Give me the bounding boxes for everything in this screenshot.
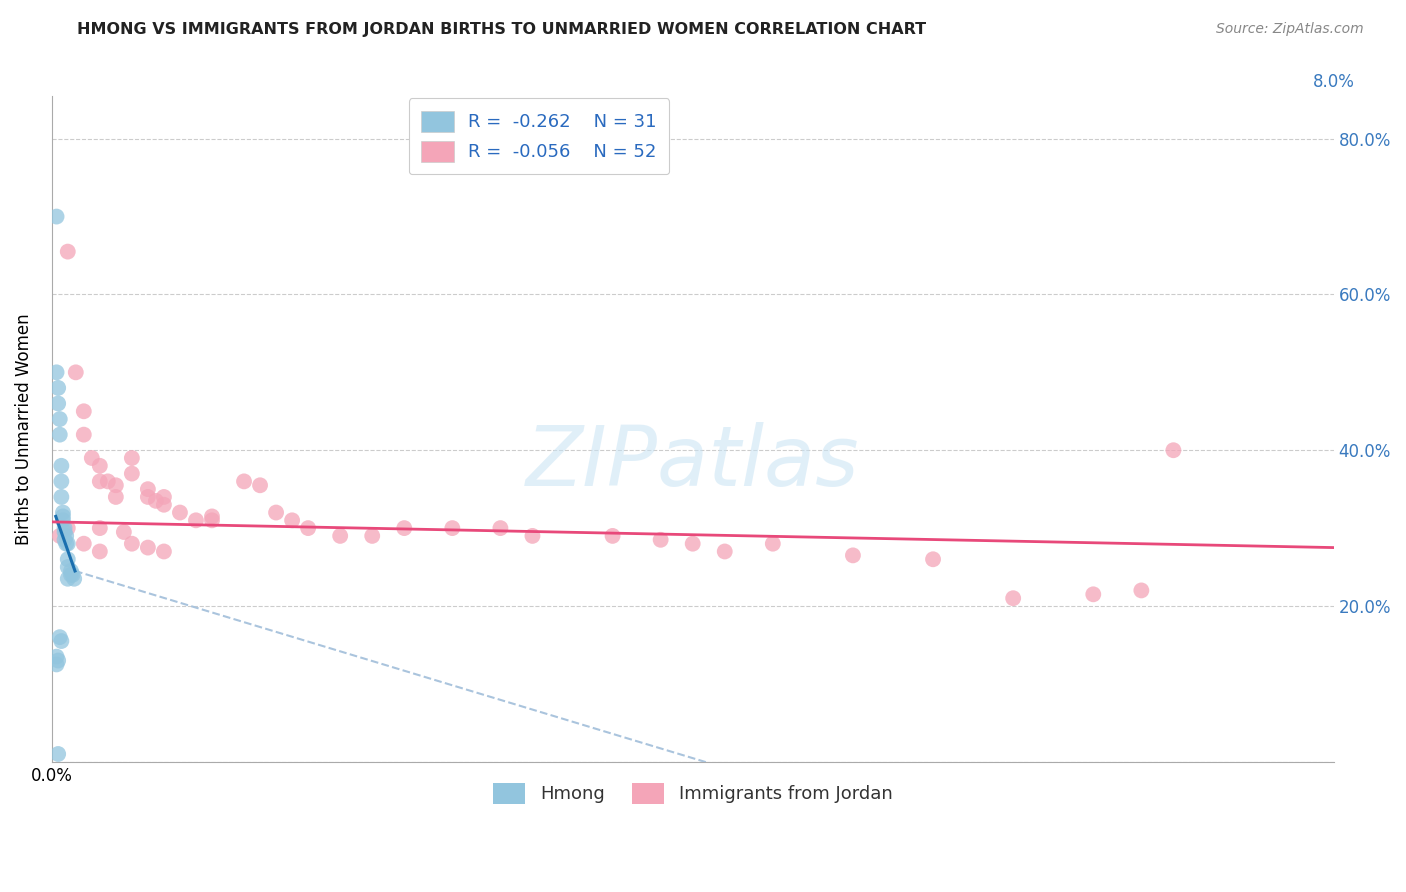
Point [49, 427, 72, 442]
Point [281, 513, 304, 527]
Point [489, 521, 512, 535]
Point [73, 404, 96, 418]
Point [169, 506, 191, 520]
Point [121, 467, 143, 481]
Text: ZIPatlas: ZIPatlas [526, 422, 859, 502]
Point [49, 630, 72, 644]
Point [46, 747, 69, 761]
Y-axis label: Births to Unmarried Women: Births to Unmarried Women [15, 313, 32, 545]
Point [56, 560, 79, 574]
Point [89, 544, 111, 558]
Point [713, 544, 735, 558]
Point [201, 509, 224, 524]
Point [153, 490, 176, 504]
Point [51, 458, 73, 473]
Point [52, 513, 75, 527]
Point [56, 552, 79, 566]
Point [80, 450, 103, 465]
Point [394, 521, 416, 535]
Point [46, 653, 69, 667]
Text: Source: ZipAtlas.com: Source: ZipAtlas.com [1216, 22, 1364, 37]
Point [56, 572, 79, 586]
Point [121, 537, 143, 551]
Point [65, 365, 87, 379]
Point [51, 475, 73, 489]
Point [46, 396, 69, 410]
Point [73, 537, 96, 551]
Point [329, 529, 352, 543]
Point [602, 529, 624, 543]
Point [49, 412, 72, 426]
Point [56, 521, 79, 535]
Point [45, 365, 67, 379]
Point [201, 513, 224, 527]
Point [136, 541, 159, 555]
Point [56, 244, 79, 259]
Point [522, 529, 544, 543]
Point [1002, 591, 1025, 606]
Point [52, 506, 75, 520]
Point [52, 509, 75, 524]
Point [249, 478, 271, 492]
Point [45, 649, 67, 664]
Point [89, 475, 111, 489]
Point [922, 552, 945, 566]
Point [97, 475, 120, 489]
Point [153, 544, 176, 558]
Point [45, 210, 67, 224]
Point [136, 482, 159, 496]
Point [49, 529, 72, 543]
Point [361, 529, 384, 543]
Point [62, 567, 84, 582]
Point [1083, 587, 1105, 601]
Point [89, 458, 111, 473]
Point [184, 513, 207, 527]
Point [1130, 583, 1153, 598]
Point [153, 498, 176, 512]
Point [1163, 443, 1185, 458]
Point [762, 537, 785, 551]
Point [121, 450, 143, 465]
Point [233, 475, 256, 489]
Point [441, 521, 464, 535]
Point [145, 493, 167, 508]
Point [63, 572, 86, 586]
Point [59, 564, 82, 578]
Point [89, 521, 111, 535]
Point [46, 381, 69, 395]
Point [53, 521, 76, 535]
Point [842, 549, 865, 563]
Point [297, 521, 319, 535]
Point [55, 529, 77, 543]
Legend: Hmong, Immigrants from Jordan: Hmong, Immigrants from Jordan [484, 773, 901, 813]
Point [73, 427, 96, 442]
Point [56, 537, 79, 551]
Point [51, 634, 73, 648]
Point [55, 537, 77, 551]
Point [136, 490, 159, 504]
Point [650, 533, 672, 547]
Text: HMONG VS IMMIGRANTS FROM JORDAN BIRTHS TO UNMARRIED WOMEN CORRELATION CHART: HMONG VS IMMIGRANTS FROM JORDAN BIRTHS T… [77, 22, 927, 37]
Point [53, 524, 76, 539]
Point [51, 490, 73, 504]
Point [53, 533, 76, 547]
Point [264, 506, 287, 520]
Point [45, 657, 67, 672]
Point [112, 524, 135, 539]
Point [104, 490, 127, 504]
Point [59, 567, 82, 582]
Point [104, 478, 127, 492]
Point [682, 537, 704, 551]
